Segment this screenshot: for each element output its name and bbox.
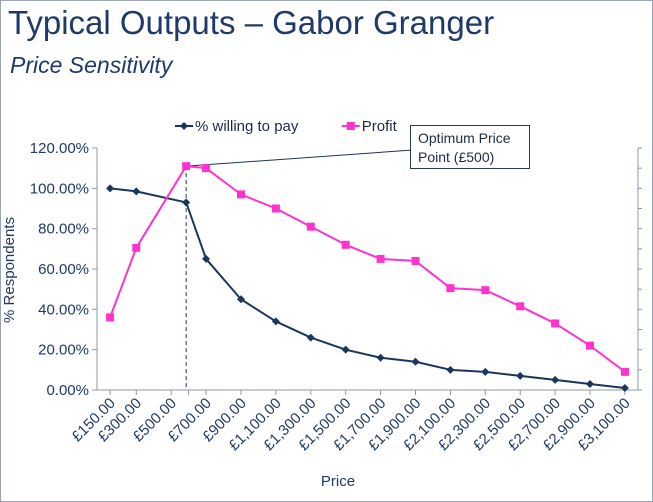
willing-to-pay-point xyxy=(376,353,385,362)
willing-to-pay-point xyxy=(271,317,280,326)
profit-point xyxy=(306,222,315,231)
y-axis-label: % Respondents xyxy=(1,217,18,323)
willing-to-pay-point xyxy=(446,365,455,374)
x-axis-label: Price xyxy=(321,473,355,490)
callout-leader-line xyxy=(186,149,414,167)
slide-subtitle: Price Sensitivity xyxy=(10,52,173,78)
profit-point xyxy=(376,254,385,263)
y-tick-label: 40.00% xyxy=(38,301,89,318)
willing-to-pay-point xyxy=(236,295,245,304)
willing-to-pay-point xyxy=(620,383,629,392)
y-tick-label: 0.00% xyxy=(46,382,89,399)
willing-to-pay-point xyxy=(516,371,525,380)
y-tick-label: 80.00% xyxy=(38,221,89,238)
willing-to-pay-point xyxy=(551,375,560,384)
profit-point xyxy=(551,319,560,328)
willing-to-pay-point xyxy=(182,198,191,207)
willing-to-pay-point xyxy=(306,333,315,342)
willing-to-pay-point xyxy=(341,345,350,354)
legend-marker-profit xyxy=(346,122,355,130)
profit-point xyxy=(620,367,629,376)
profit-point xyxy=(411,256,420,265)
willing-to-pay-point xyxy=(586,379,595,388)
willing-to-pay-line xyxy=(109,187,626,389)
profit-point xyxy=(516,302,525,311)
y-tick-label: 100.00% xyxy=(30,180,89,197)
optimum-price-callout: Optimum Price Point (£500) xyxy=(410,125,530,169)
profit-line xyxy=(109,165,626,373)
willing-to-pay-point xyxy=(411,357,420,366)
callout-line-1: Optimum Price xyxy=(418,130,511,146)
profit-point xyxy=(481,286,490,295)
y-tick-label: 60.00% xyxy=(38,261,89,278)
profit-point xyxy=(341,240,350,249)
profit-point xyxy=(586,341,595,350)
legend-marker-willing-to-pay xyxy=(180,122,188,130)
profit-point xyxy=(202,164,211,173)
y-tick-label: 20.00% xyxy=(38,342,89,359)
willing-to-pay-point xyxy=(106,184,115,193)
callout-line-2: Point (£500) xyxy=(418,149,495,165)
legend-label-profit: Profit xyxy=(362,118,398,135)
willing-to-pay-point xyxy=(481,367,490,376)
profit-point xyxy=(182,162,191,171)
y-tick-label: 120.00% xyxy=(30,140,89,157)
slide-title: Typical Outputs – Gabor Granger xyxy=(8,4,495,41)
profit-point xyxy=(236,190,245,199)
legend-label-willing-to-pay: % willing to pay xyxy=(195,118,299,135)
profit-point xyxy=(132,243,141,252)
willing-to-pay-point xyxy=(132,187,141,196)
profit-point xyxy=(446,284,455,293)
profit-point xyxy=(271,204,280,213)
profit-point xyxy=(106,313,115,322)
willing-to-pay-point xyxy=(202,254,211,263)
